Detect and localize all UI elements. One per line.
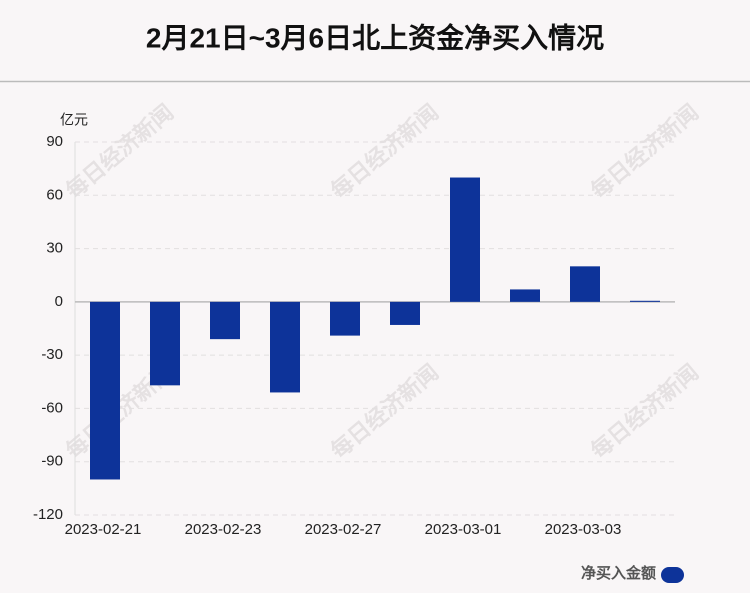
y-tick-label: -30 <box>41 346 63 363</box>
y-tick-label: -120 <box>33 506 63 523</box>
bar <box>270 301 300 393</box>
x-tick-label: 2023-03-03 <box>545 521 622 538</box>
x-tick-label: 2023-02-27 <box>305 521 382 538</box>
y-unit: 亿元 <box>60 112 88 128</box>
plot: -120 -90 -60 -30 0 30 60 90 2023-02-21 2023-02-23… <box>33 133 675 538</box>
y-tick-label: 0 <box>55 293 63 310</box>
legend-label: 净买入金额 <box>581 564 656 582</box>
bar <box>570 266 600 302</box>
x-tick-label: 2023-02-23 <box>185 521 262 538</box>
bar <box>390 301 420 325</box>
legend-swatch <box>661 567 684 583</box>
bar <box>510 289 540 302</box>
x-tick-label: 2023-03-01 <box>425 521 502 538</box>
bar <box>630 300 660 302</box>
y-tick-label: 90 <box>46 133 63 150</box>
y-tick-label: -60 <box>41 399 63 416</box>
y-tick-label: 30 <box>46 240 63 257</box>
y-tick-label: -90 <box>41 453 63 470</box>
bar <box>450 177 480 302</box>
bar <box>150 301 180 386</box>
y-tick-label: 60 <box>46 186 63 203</box>
bar <box>330 301 360 336</box>
chart-title: 2月21日~3月6日北上资金净买入情况 <box>146 21 604 53</box>
bar <box>210 301 240 340</box>
x-tick-label: 2023-02-21 <box>65 521 142 538</box>
bar <box>90 301 120 480</box>
